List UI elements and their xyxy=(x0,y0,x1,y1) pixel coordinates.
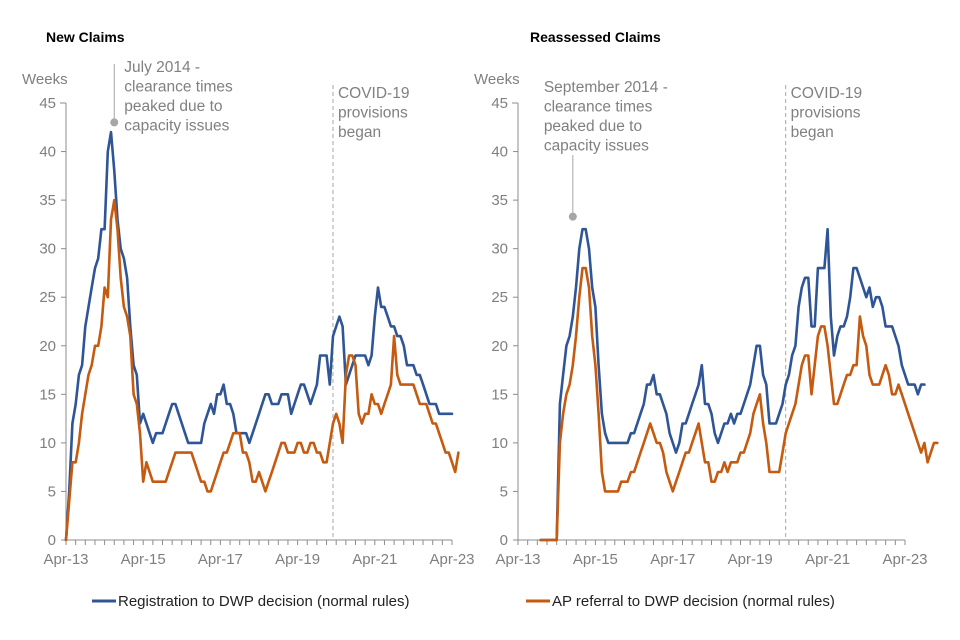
x-tick-label: Apr-23 xyxy=(882,551,927,568)
legend: Registration to DWP decision (normal rul… xyxy=(92,593,835,610)
y-tick-label: 40 xyxy=(39,144,56,161)
x-tick-label: Apr-21 xyxy=(352,551,397,568)
y-tick-label: 10 xyxy=(491,435,508,452)
x-tick-labels: Apr-13 Apr-15 Apr-17 Apr-19 Apr-21 Apr-23 xyxy=(43,551,474,568)
series-lines xyxy=(64,130,460,542)
chart-title: New Claims xyxy=(46,29,125,45)
x-tick-label: Apr-15 xyxy=(573,551,618,568)
series-lines xyxy=(539,227,939,542)
series-line-ap-referral xyxy=(64,198,460,542)
y-tick-label: 45 xyxy=(39,95,56,112)
y-tick-label: 5 xyxy=(500,483,508,500)
covid-annotation-text: COVID-19 xyxy=(791,85,863,102)
y-tick-labels: 0 5 10 15 20 25 30 35 40 45 xyxy=(491,95,508,549)
axes xyxy=(512,102,906,545)
legend-item-registration: Registration to DWP decision (normal rul… xyxy=(92,593,410,610)
peak-annotation-text: July 2014 - xyxy=(124,59,200,76)
x-tick-labels: Apr-13 Apr-15 Apr-17 Apr-19 Apr-21 Apr-23 xyxy=(495,551,927,568)
y-tick-labels: 0 5 10 15 20 25 30 35 40 45 xyxy=(39,95,56,549)
y-axis-label: Weeks xyxy=(22,71,68,88)
y-tick-label: 35 xyxy=(39,192,56,209)
y-tick-label: 40 xyxy=(491,144,508,161)
y-tick-label: 20 xyxy=(39,338,56,355)
series-line-registration xyxy=(539,227,926,542)
y-tick-label: 15 xyxy=(491,386,508,403)
y-tick-label: 20 xyxy=(491,338,508,355)
x-tick-label: Apr-23 xyxy=(429,551,474,568)
y-tick-label: 0 xyxy=(500,532,508,549)
y-tick-label: 30 xyxy=(39,241,56,258)
x-tick-label: Apr-17 xyxy=(650,551,695,568)
peak-annotation-text: clearance times xyxy=(544,99,653,116)
legend-label: AP referral to DWP decision (normal rule… xyxy=(552,593,835,610)
reassessed-claims-chart: Reassessed Claims Weeks 0 5 10 15 20 25 30 35 40… xyxy=(474,29,939,568)
peak-annotation-text: capacity issues xyxy=(544,138,649,155)
x-tick-label: Apr-17 xyxy=(198,551,243,568)
peak-annotation-text: peaked due to xyxy=(544,118,642,135)
peak-annotation-text: capacity issues xyxy=(124,118,229,135)
y-tick-label: 5 xyxy=(48,483,56,500)
covid-annotation-text: began xyxy=(338,124,381,141)
annotations: July 2014 - clearance times peaked due to c… xyxy=(110,59,409,540)
annotations: September 2014 - clearance times peaked du… xyxy=(544,79,862,540)
y-tick-label: 0 xyxy=(48,532,56,549)
y-tick-label: 45 xyxy=(491,95,508,112)
x-tick-label: Apr-13 xyxy=(495,551,540,568)
legend-label: Registration to DWP decision (normal rul… xyxy=(118,593,410,610)
covid-annotation-text: provisions xyxy=(338,105,408,122)
y-tick-label: 25 xyxy=(39,289,56,306)
covid-annotation-text: provisions xyxy=(791,105,861,122)
legend-item-ap-referral: AP referral to DWP decision (normal rule… xyxy=(526,593,835,610)
peak-annotation-dot xyxy=(568,212,577,221)
y-tick-label: 15 xyxy=(39,386,56,403)
x-tick-label: Apr-21 xyxy=(805,551,850,568)
x-tick-label: Apr-19 xyxy=(275,551,320,568)
x-tick-label: Apr-19 xyxy=(728,551,773,568)
axes xyxy=(60,102,453,545)
y-tick-label: 30 xyxy=(491,241,508,258)
covid-annotation-text: began xyxy=(791,124,834,141)
peak-annotation-text: peaked due to xyxy=(124,98,222,115)
new-claims-chart: New Claims Weeks 0 5 10 15 20 25 30 35 40 45 Apr-… xyxy=(22,29,475,568)
y-axis-label: Weeks xyxy=(474,71,520,88)
y-tick-label: 10 xyxy=(39,435,56,452)
y-tick-label: 25 xyxy=(491,289,508,306)
peak-annotation-text: clearance times xyxy=(124,79,233,96)
series-line-registration xyxy=(64,130,454,542)
x-tick-label: Apr-13 xyxy=(43,551,88,568)
peak-annotation-dot xyxy=(110,118,119,127)
y-tick-label: 35 xyxy=(491,192,508,209)
covid-annotation-text: COVID-19 xyxy=(338,85,410,102)
chart-title: Reassessed Claims xyxy=(530,29,661,45)
x-tick-label: Apr-15 xyxy=(121,551,166,568)
series-line-ap-referral xyxy=(539,266,939,542)
peak-annotation-text: September 2014 - xyxy=(544,79,668,96)
